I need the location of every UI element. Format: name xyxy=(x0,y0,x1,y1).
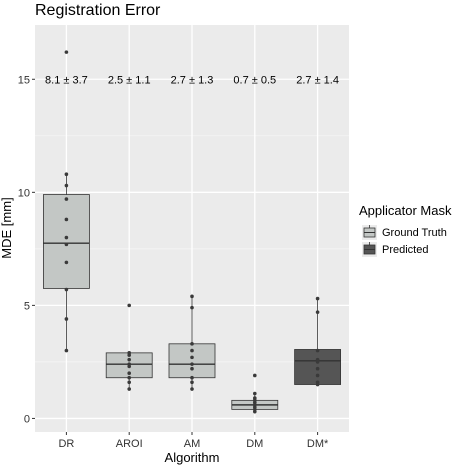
box xyxy=(43,194,90,289)
data-point xyxy=(127,387,131,391)
x-tick-label: DM xyxy=(246,438,263,450)
legend-entry: Predicted xyxy=(362,242,428,257)
annotations: 8.1 ± 3.7 2.5 ± 1.1 2.7 ± 1.3 0.7 ± 0.5 2.7 … xyxy=(45,74,339,86)
data-point xyxy=(190,342,194,346)
stat-annotation: 2.7 ± 1.3 xyxy=(171,74,214,86)
data-point xyxy=(127,371,131,376)
data-point xyxy=(64,317,69,321)
boxplots xyxy=(43,50,342,414)
data-point xyxy=(64,197,69,201)
data-point xyxy=(253,391,257,396)
data-point xyxy=(64,50,69,54)
data-point xyxy=(190,305,194,310)
data-point xyxy=(190,294,194,299)
data-point xyxy=(64,235,69,240)
y-tick-label: 0 xyxy=(24,413,30,425)
boxplot-dm xyxy=(231,373,279,414)
data-point xyxy=(315,296,320,301)
x-tick-label: AM xyxy=(184,438,201,450)
y-tick-label: 10 xyxy=(18,187,30,199)
boxplot-am xyxy=(168,294,216,391)
boxplot-aroi xyxy=(105,303,153,391)
legend-title: Applicator Mask xyxy=(359,203,452,218)
data-point xyxy=(253,373,257,378)
data-point xyxy=(315,373,320,378)
legend-label: Predicted xyxy=(382,244,428,256)
data-point xyxy=(64,287,69,292)
data-point xyxy=(127,357,131,362)
data-point xyxy=(64,242,69,247)
chart-title: Registration Error xyxy=(35,2,161,19)
data-point xyxy=(315,310,320,314)
data-point xyxy=(127,380,131,385)
boxplot-dm-star xyxy=(294,296,342,387)
data-point xyxy=(190,355,194,360)
y-axis-label: MDE [mm] xyxy=(0,197,14,258)
data-point xyxy=(190,387,194,391)
data-point xyxy=(190,362,194,366)
data-point xyxy=(315,366,320,371)
y-tick-label: 5 xyxy=(24,300,30,312)
data-point xyxy=(64,260,69,265)
data-point xyxy=(127,375,131,380)
data-point xyxy=(253,409,257,414)
data-point xyxy=(127,353,131,357)
stat-annotation: 2.5 ± 1.1 xyxy=(108,74,151,86)
data-point xyxy=(190,366,194,371)
data-point xyxy=(190,348,194,353)
data-point xyxy=(315,360,320,364)
x-tick-label: DR xyxy=(58,438,74,450)
data-point xyxy=(127,303,131,308)
data-point xyxy=(64,172,69,177)
data-point xyxy=(315,348,320,353)
stat-annotation: 0.7 ± 0.5 xyxy=(233,74,276,86)
x-axis-ticks: DR AROI AM DM DM* xyxy=(58,432,329,450)
stat-annotation: 8.1 ± 3.7 xyxy=(45,74,88,86)
legend-entry: Ground Truth xyxy=(362,225,447,240)
data-point xyxy=(190,380,194,385)
x-axis-label: Algorithm xyxy=(165,450,220,465)
data-point xyxy=(64,348,69,353)
legend-label: Ground Truth xyxy=(382,227,447,239)
data-point xyxy=(64,183,69,188)
legend: Applicator Mask Ground Truth Predicted xyxy=(359,203,452,257)
x-tick-label: DM* xyxy=(307,438,329,450)
x-tick-label: AROI xyxy=(116,438,143,450)
stat-annotation: 2.7 ± 1.4 xyxy=(296,74,339,86)
data-point xyxy=(190,375,194,380)
data-point xyxy=(127,364,131,369)
y-tick-label: 15 xyxy=(18,74,30,86)
data-point xyxy=(315,382,320,387)
data-point xyxy=(64,217,69,222)
boxplot-dr xyxy=(43,50,90,353)
y-axis-ticks: 0 5 10 15 xyxy=(18,74,35,425)
